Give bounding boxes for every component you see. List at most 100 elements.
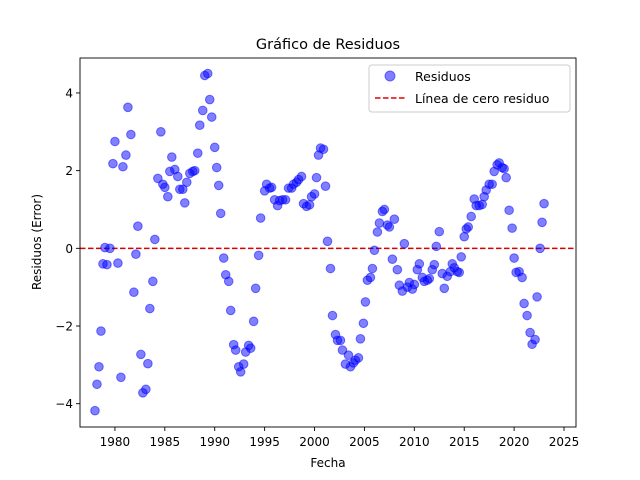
x-tick-label: 1990 bbox=[199, 435, 230, 449]
data-point bbox=[141, 384, 151, 395]
data-point bbox=[133, 221, 143, 231]
data-point bbox=[218, 253, 229, 263]
data-point bbox=[463, 222, 474, 232]
data-point bbox=[143, 358, 153, 369]
data-point bbox=[150, 234, 160, 245]
data-point bbox=[409, 279, 420, 290]
legend-label-residuos: Residuos bbox=[415, 69, 471, 84]
legend-marker-residuos bbox=[384, 70, 396, 82]
data-point bbox=[167, 152, 177, 162]
data-point bbox=[360, 297, 371, 307]
data-point bbox=[118, 161, 128, 172]
data-point bbox=[179, 198, 190, 208]
data-point bbox=[365, 272, 376, 283]
data-point bbox=[230, 345, 241, 355]
data-point bbox=[181, 177, 192, 188]
data-point bbox=[108, 158, 118, 169]
data-point bbox=[456, 252, 467, 262]
chart-title: Gráfico de Residuos bbox=[256, 37, 400, 53]
x-axis: 1980 1985 1990 1995 2000 2005 2010 2015 2020 2025 bbox=[100, 427, 580, 449]
data-point bbox=[209, 142, 220, 153]
data-point bbox=[116, 372, 126, 383]
data-point bbox=[156, 127, 166, 137]
data-point bbox=[535, 243, 545, 254]
data-point bbox=[245, 343, 256, 353]
data-point bbox=[325, 263, 336, 274]
data-point bbox=[129, 287, 139, 298]
data-point bbox=[367, 263, 378, 274]
plot-frame bbox=[79, 57, 577, 428]
data-point bbox=[250, 283, 261, 294]
data-point bbox=[327, 310, 338, 321]
data-point bbox=[136, 349, 146, 360]
data-point bbox=[225, 305, 236, 316]
data-point bbox=[379, 204, 390, 215]
data-point bbox=[192, 148, 203, 158]
legend-label-zero-line: Línea de cero residuo bbox=[415, 91, 549, 106]
plot-area bbox=[79, 57, 577, 428]
data-point bbox=[487, 179, 497, 190]
data-point bbox=[189, 165, 200, 176]
data-point bbox=[343, 350, 354, 360]
data-point bbox=[177, 184, 188, 195]
data-point bbox=[126, 129, 136, 140]
data-point bbox=[255, 213, 266, 223]
x-tick-label: 1995 bbox=[249, 435, 280, 449]
x-tick-label: 2025 bbox=[549, 435, 580, 449]
data-point bbox=[387, 254, 398, 265]
data-point bbox=[194, 120, 205, 130]
x-tick-label: 2020 bbox=[499, 435, 530, 449]
data-point bbox=[454, 267, 465, 278]
data-point bbox=[215, 208, 226, 219]
data-point bbox=[145, 303, 155, 314]
data-point bbox=[414, 259, 425, 269]
x-axis-label: Fecha bbox=[310, 456, 345, 470]
data-point bbox=[353, 353, 364, 363]
data-point bbox=[173, 171, 183, 182]
data-point bbox=[459, 231, 470, 242]
data-point bbox=[280, 194, 291, 205]
data-point bbox=[530, 334, 540, 345]
data-point bbox=[253, 250, 264, 261]
data-point bbox=[110, 136, 120, 147]
data-point bbox=[434, 226, 445, 237]
data-point bbox=[96, 326, 106, 336]
data-point bbox=[238, 359, 249, 369]
data-point bbox=[206, 112, 217, 122]
data-point bbox=[439, 283, 450, 294]
data-point bbox=[358, 318, 369, 329]
y-tick-label: 0 bbox=[65, 242, 73, 256]
data-point bbox=[392, 264, 403, 275]
data-point bbox=[504, 205, 514, 216]
data-point bbox=[163, 191, 173, 202]
data-point bbox=[311, 172, 322, 183]
x-tick-label: 2000 bbox=[299, 435, 330, 449]
data-point bbox=[211, 162, 222, 173]
data-point bbox=[532, 292, 542, 302]
legend: Residuos Línea de cero residuo bbox=[368, 64, 571, 113]
data-point bbox=[389, 214, 400, 224]
data-point bbox=[335, 335, 346, 346]
x-tick-label: 2010 bbox=[399, 435, 430, 449]
data-points bbox=[90, 68, 549, 416]
x-tick-label: 2005 bbox=[349, 435, 380, 449]
data-point bbox=[309, 189, 320, 199]
data-point bbox=[431, 241, 442, 252]
data-point bbox=[466, 211, 477, 222]
data-point bbox=[160, 182, 170, 193]
data-point bbox=[202, 68, 213, 79]
y-tick-label: −4 bbox=[55, 397, 73, 411]
data-point bbox=[204, 94, 215, 105]
data-point bbox=[369, 245, 380, 256]
data-point bbox=[337, 345, 348, 355]
data-point bbox=[123, 102, 133, 113]
y-tick-label: 4 bbox=[65, 86, 73, 100]
data-point bbox=[525, 327, 535, 338]
data-point bbox=[522, 310, 532, 321]
x-tick-label: 2015 bbox=[449, 435, 480, 449]
data-point bbox=[539, 198, 549, 209]
y-axis-label: Residuos (Error) bbox=[30, 194, 44, 290]
data-point bbox=[399, 238, 410, 249]
data-point bbox=[266, 182, 277, 193]
